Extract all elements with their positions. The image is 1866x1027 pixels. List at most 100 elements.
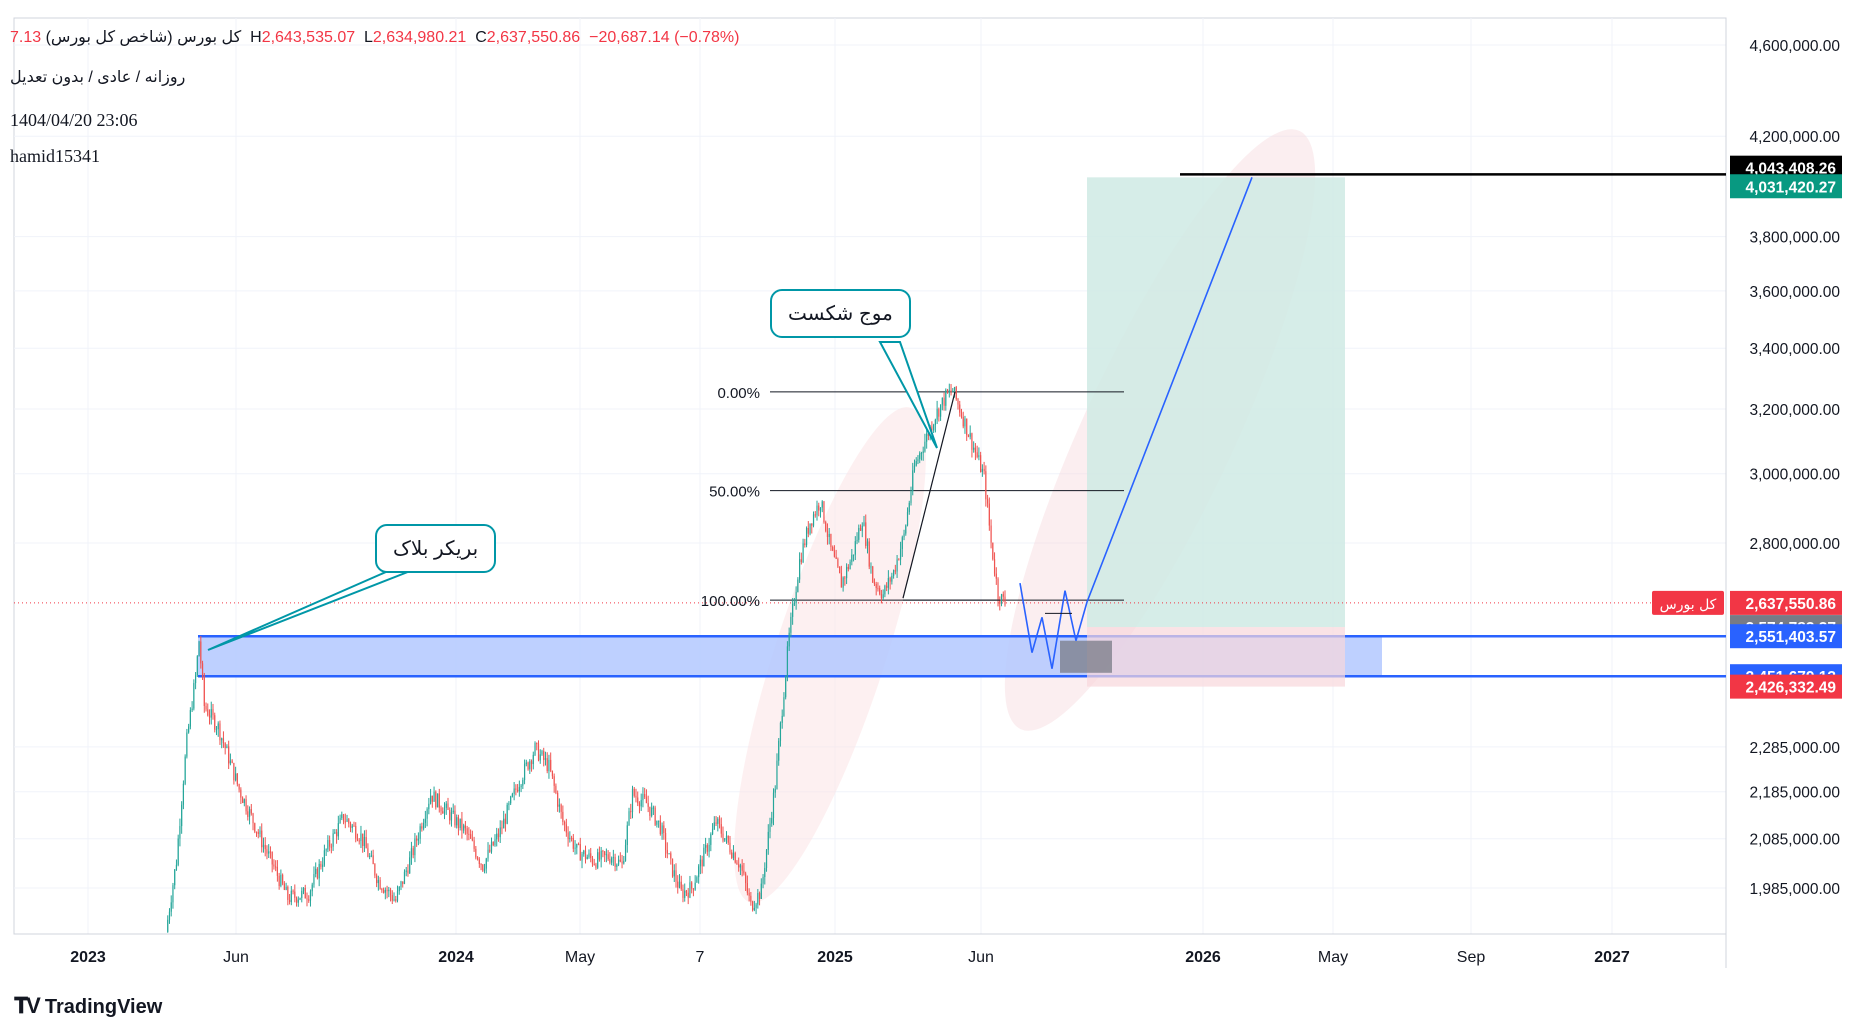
candle-body	[673, 870, 675, 877]
candle-body	[294, 891, 296, 898]
candle-body	[217, 723, 219, 730]
candle-body	[252, 813, 254, 824]
candle-body	[591, 857, 594, 864]
candle-body	[334, 832, 336, 834]
x-axis-tick-label: 2023	[70, 949, 106, 966]
candle-body	[825, 522, 827, 531]
candle-body	[600, 850, 602, 860]
candle-body	[805, 527, 808, 546]
candle-body	[546, 758, 548, 772]
candle-body	[454, 810, 456, 826]
candle-body	[910, 491, 912, 503]
price-badge: 4,043,408.26	[1745, 161, 1836, 178]
candle-body	[692, 888, 695, 890]
candle-body	[908, 502, 910, 513]
interval-line: روزانه / عادی / بدون تعدیل	[10, 69, 186, 86]
candle-body	[852, 554, 855, 556]
candle-body	[309, 891, 312, 901]
candle-body	[577, 843, 580, 845]
candle-body	[941, 397, 943, 405]
candle-body	[363, 837, 366, 846]
candle-body	[875, 583, 877, 589]
y-axis-tick-label: 3,000,000.00	[1749, 467, 1840, 484]
candle-body	[685, 890, 688, 893]
candle-body	[856, 539, 858, 542]
projection-path	[1019, 177, 1253, 669]
candle-body	[939, 404, 942, 417]
candle-body	[403, 871, 406, 884]
candle-body	[186, 732, 188, 757]
candle-body	[179, 826, 181, 839]
candle-body	[983, 468, 985, 472]
y-axis-tick-label: 2,800,000.00	[1749, 536, 1840, 553]
callout-breaker-block[interactable]: بریکر بلاک	[375, 524, 497, 573]
candle-body	[995, 573, 997, 579]
candle-body	[644, 793, 646, 798]
candle-body	[588, 853, 590, 857]
candle-body	[463, 825, 465, 831]
tradingview-mark-icon: 𝐓V	[14, 993, 41, 1018]
y-axis-tick-label: 1,985,000.00	[1749, 881, 1840, 898]
candle-body	[807, 527, 809, 534]
callout-break-wave[interactable]: موج شکست	[770, 289, 911, 338]
candle-body	[823, 501, 825, 523]
candle-body	[452, 810, 454, 813]
candle-body	[245, 799, 247, 812]
candle-body	[680, 881, 682, 890]
candle-body	[698, 866, 700, 878]
candle-body	[255, 831, 258, 833]
candle-body	[367, 848, 369, 857]
candle-body	[771, 818, 773, 824]
candle-body	[302, 887, 305, 891]
candle-body	[320, 863, 322, 867]
candle-body	[351, 825, 353, 828]
candle-body	[208, 715, 211, 718]
candle-body	[899, 549, 902, 560]
candle-body	[297, 899, 299, 903]
candle-body	[518, 787, 520, 792]
change-value: −20,687.14 (−0.78%)	[589, 29, 740, 46]
candle-body	[654, 807, 656, 825]
candle-body	[193, 683, 195, 709]
candle-body	[457, 817, 460, 828]
candle-body	[781, 715, 783, 723]
candle-body	[205, 706, 207, 710]
low-label: L	[364, 29, 373, 46]
candle-body	[586, 856, 588, 860]
candle-body	[349, 823, 352, 828]
candle-body	[835, 556, 837, 560]
candle-body	[508, 803, 510, 805]
candle-body	[405, 870, 407, 872]
candle-body	[212, 709, 214, 716]
symbol-tag-bg	[1652, 590, 1724, 615]
candle-body	[288, 899, 291, 903]
candle-body	[774, 788, 776, 793]
candle-body	[485, 858, 487, 869]
ohlc-legend: کل بورس (شاخص کل بورس) 7.13 H2,643,535.0…	[10, 27, 739, 47]
candle-body	[990, 525, 992, 543]
candle-body	[966, 418, 968, 436]
candle-body	[456, 817, 458, 826]
candle-body	[341, 814, 343, 819]
candle-body	[795, 591, 797, 604]
candle-body	[833, 550, 836, 557]
candle-body	[997, 578, 999, 601]
candle-body	[490, 841, 493, 852]
candle-body	[879, 588, 881, 594]
candle-body	[891, 575, 893, 582]
candle-body	[666, 849, 668, 854]
candle-body	[818, 505, 820, 511]
candle-body	[259, 830, 261, 834]
candle-body	[523, 763, 526, 781]
tradingview-logo[interactable]: 𝐓V TradingView	[14, 993, 162, 1019]
candle-body	[772, 792, 775, 819]
candle-body	[604, 851, 606, 855]
candle-body	[678, 881, 681, 888]
candle-body	[743, 870, 745, 874]
candle-body	[872, 566, 874, 583]
candle-body	[348, 819, 350, 824]
candle-body	[470, 834, 472, 839]
candle-body	[597, 852, 599, 868]
fib-level-label: 0.00%	[717, 385, 760, 402]
